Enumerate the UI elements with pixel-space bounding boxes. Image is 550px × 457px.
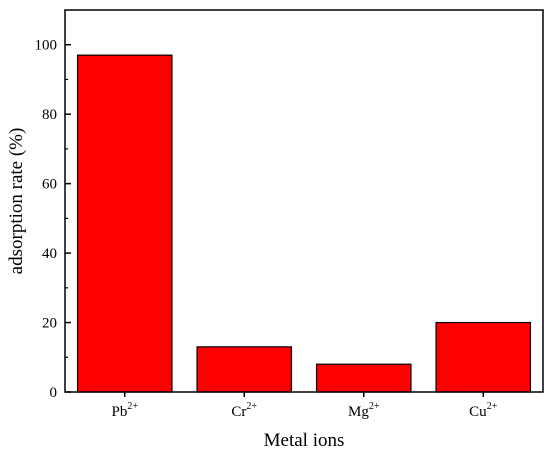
bar-pb — [76, 54, 173, 393]
y-axis-title: adsorption rate (%) — [6, 128, 27, 275]
y-tick-label: 100 — [35, 38, 58, 54]
plot-frame — [64, 9, 544, 393]
y-tick-label: 60 — [42, 177, 57, 193]
y-tick-label: 40 — [42, 246, 57, 262]
y-tick-label: 0 — [50, 385, 58, 401]
x-tick-label: Pb2+ — [112, 401, 139, 420]
y-axis: 0 20 40 60 80 100 — [35, 38, 71, 401]
x-tick-label: Cr2+ — [231, 401, 257, 420]
x-tick-label: Cu2+ — [469, 401, 498, 420]
x-axis: Pb2+ Cr2+ Mg2+ Cu2+ — [112, 392, 498, 420]
bar-mg — [315, 363, 412, 393]
bar-cu — [435, 321, 532, 393]
x-axis-title: Metal ions — [264, 430, 345, 451]
y-tick-label: 20 — [42, 316, 57, 332]
y-tick-label: 80 — [42, 107, 57, 123]
bars-group — [76, 54, 532, 393]
x-tick-label: Mg2+ — [348, 401, 380, 420]
bar-cr — [196, 346, 293, 393]
